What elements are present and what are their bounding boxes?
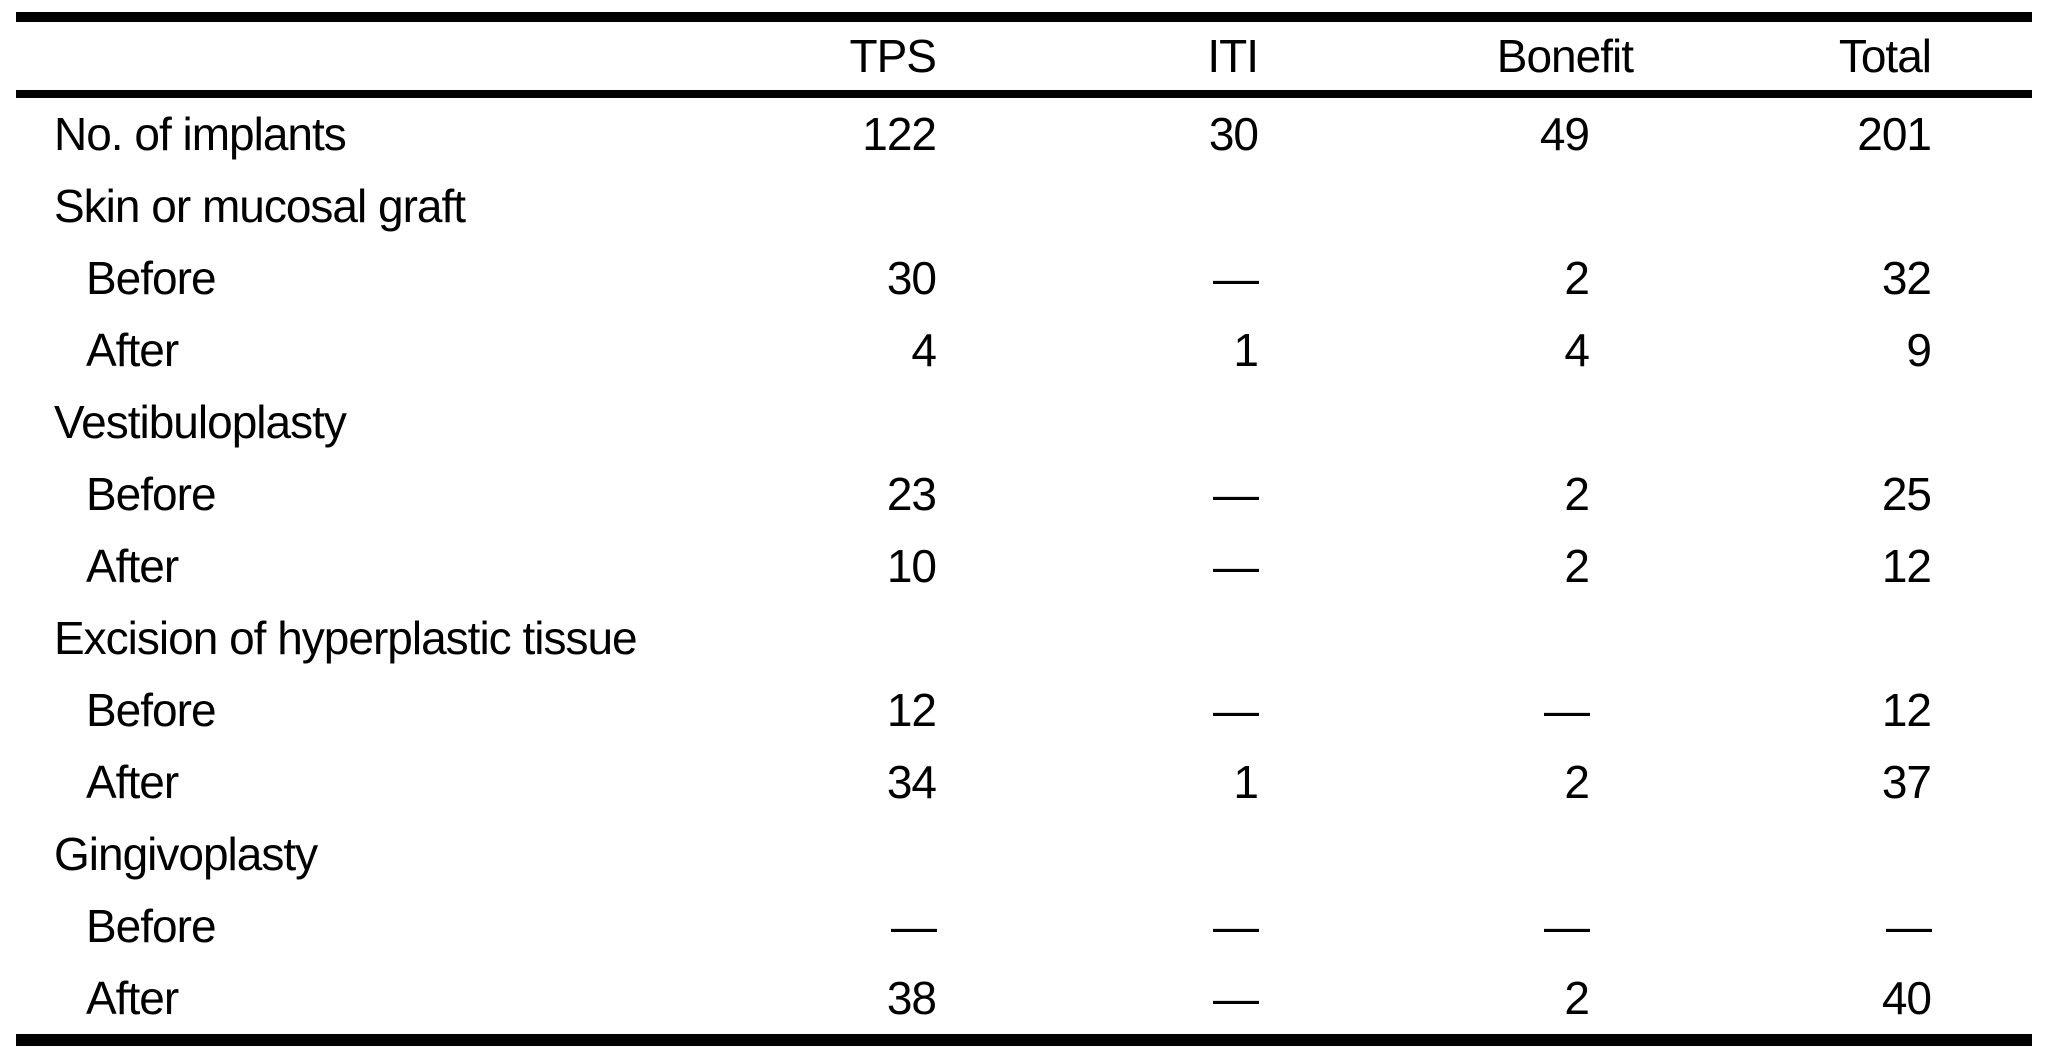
cell-value-tps: 122: [862, 108, 937, 160]
cell-value-iti: —: [1213, 684, 1259, 736]
cell-value-total: 201: [1857, 108, 1932, 160]
table-row: Before — — — —: [16, 890, 2032, 962]
cell-value-tps: 4: [911, 324, 937, 376]
cell-value-total: [1613, 602, 2032, 674]
table-row: After 34 1 2 37: [16, 746, 2032, 818]
table-row: Excision of hyperplastic tissue: [16, 602, 2032, 674]
cell-value-iti: 1: [1233, 756, 1259, 808]
cell-value-iti: [960, 170, 1282, 242]
cell-value-total: 32: [1881, 252, 1932, 304]
cell-value-iti: —: [1213, 900, 1259, 952]
cell-value-tps: 10: [886, 540, 937, 592]
cell-value-tps: 30: [886, 252, 937, 304]
cell-value-bonefit: [1282, 170, 1613, 242]
cell-value-total: [1613, 170, 2032, 242]
column-header-bonefit-label: Bonefit: [1496, 30, 1634, 82]
table-row: Before 30 — 2 32: [16, 242, 2032, 314]
table-row: Vestibuloplasty: [16, 386, 2032, 458]
row-label: After: [86, 324, 179, 376]
row-label: After: [86, 540, 179, 592]
cell-value-total: 12: [1881, 684, 1932, 736]
implants-preprosthetic-surgery-table: TPS ITI Bonefit Total No. of implants 12…: [16, 12, 2032, 1046]
corner-header-cell: [16, 12, 720, 98]
table-row: Before 23 — 2 25: [16, 458, 2032, 530]
cell-value-iti: —: [1213, 468, 1259, 520]
cell-value-bonefit: 2: [1564, 756, 1590, 808]
cell-value-total: 25: [1881, 468, 1932, 520]
cell-value-iti: 30: [1208, 108, 1259, 160]
table-row: After 4 1 4 9: [16, 314, 2032, 386]
column-header-iti: ITI: [960, 12, 1282, 98]
cell-value-tps: 38: [720, 962, 960, 1046]
table-row: Before 12 — — 12: [16, 674, 2032, 746]
table-row: After 38 — 2 40: [16, 962, 2032, 1046]
table-row: After 10 — 2 12: [16, 530, 2032, 602]
table-row: No. of implants 122 30 49 201: [16, 94, 2032, 170]
cell-value-tps: [720, 170, 960, 242]
table-body: No. of implants 122 30 49 201 Skin or mu…: [16, 94, 2032, 1046]
cell-value-total: —: [1886, 900, 1932, 952]
cell-value-iti: [960, 818, 1282, 890]
cell-value-iti: [960, 602, 1282, 674]
cell-value-total: 37: [1881, 756, 1932, 808]
cell-value-tps: [720, 386, 960, 458]
cell-value-bonefit: 2: [1564, 252, 1590, 304]
cell-value-total: 9: [1906, 324, 1932, 376]
cell-value-bonefit: —: [1544, 684, 1590, 736]
column-header-iti-label: ITI: [1207, 30, 1259, 82]
column-header-total: Total: [1613, 12, 2032, 98]
row-label: Before: [86, 900, 217, 952]
row-label: Vestibuloplasty: [54, 396, 347, 448]
cell-value-tps: 12: [886, 684, 937, 736]
cell-value-bonefit: 2: [1564, 468, 1590, 520]
row-label: Gingivoplasty: [54, 828, 318, 880]
row-label: Excision of hyperplastic tissue: [54, 612, 638, 664]
column-header-total-label: Total: [1838, 30, 1932, 82]
table-row: Skin or mucosal graft: [16, 170, 2032, 242]
row-label: Skin or mucosal graft: [54, 180, 466, 232]
cell-value-iti: —: [1213, 540, 1259, 592]
cell-value-iti: —: [1213, 252, 1259, 304]
cell-value-bonefit: [1282, 818, 1613, 890]
row-label: Before: [86, 468, 217, 520]
cell-value-iti: —: [960, 962, 1282, 1046]
cell-value-total: 40: [1613, 962, 2032, 1046]
row-label: No. of implants: [54, 108, 347, 160]
column-header-tps-label: TPS: [849, 30, 937, 82]
column-header-tps: TPS: [720, 12, 960, 98]
row-label: After: [86, 756, 179, 808]
cell-value-bonefit: 2: [1564, 540, 1590, 592]
cell-value-total: 12: [1881, 540, 1932, 592]
cell-value-bonefit: 2: [1282, 962, 1613, 1046]
cell-value-total: [1613, 818, 2032, 890]
column-header-bonefit: Bonefit: [1282, 12, 1634, 98]
cell-value-bonefit: —: [1544, 900, 1590, 952]
cell-value-iti: 1: [1233, 324, 1259, 376]
cell-value-tps: 23: [886, 468, 937, 520]
cell-value-total: [1613, 386, 2032, 458]
row-label: After: [16, 962, 720, 1046]
table-row: Gingivoplasty: [16, 818, 2032, 890]
cell-value-iti: [960, 386, 1282, 458]
cell-value-bonefit: [1282, 602, 1613, 674]
cell-value-bonefit: [1282, 386, 1613, 458]
row-label: Before: [86, 684, 217, 736]
cell-value-bonefit: 4: [1564, 324, 1590, 376]
cell-value-tps: 34: [886, 756, 937, 808]
cell-value-tps: [720, 818, 960, 890]
cell-value-tps: [720, 602, 960, 674]
header-row: TPS ITI Bonefit Total: [16, 12, 2032, 98]
row-label: Before: [86, 252, 217, 304]
cell-value-tps: —: [891, 900, 937, 952]
cell-value-bonefit: 49: [1539, 108, 1590, 160]
